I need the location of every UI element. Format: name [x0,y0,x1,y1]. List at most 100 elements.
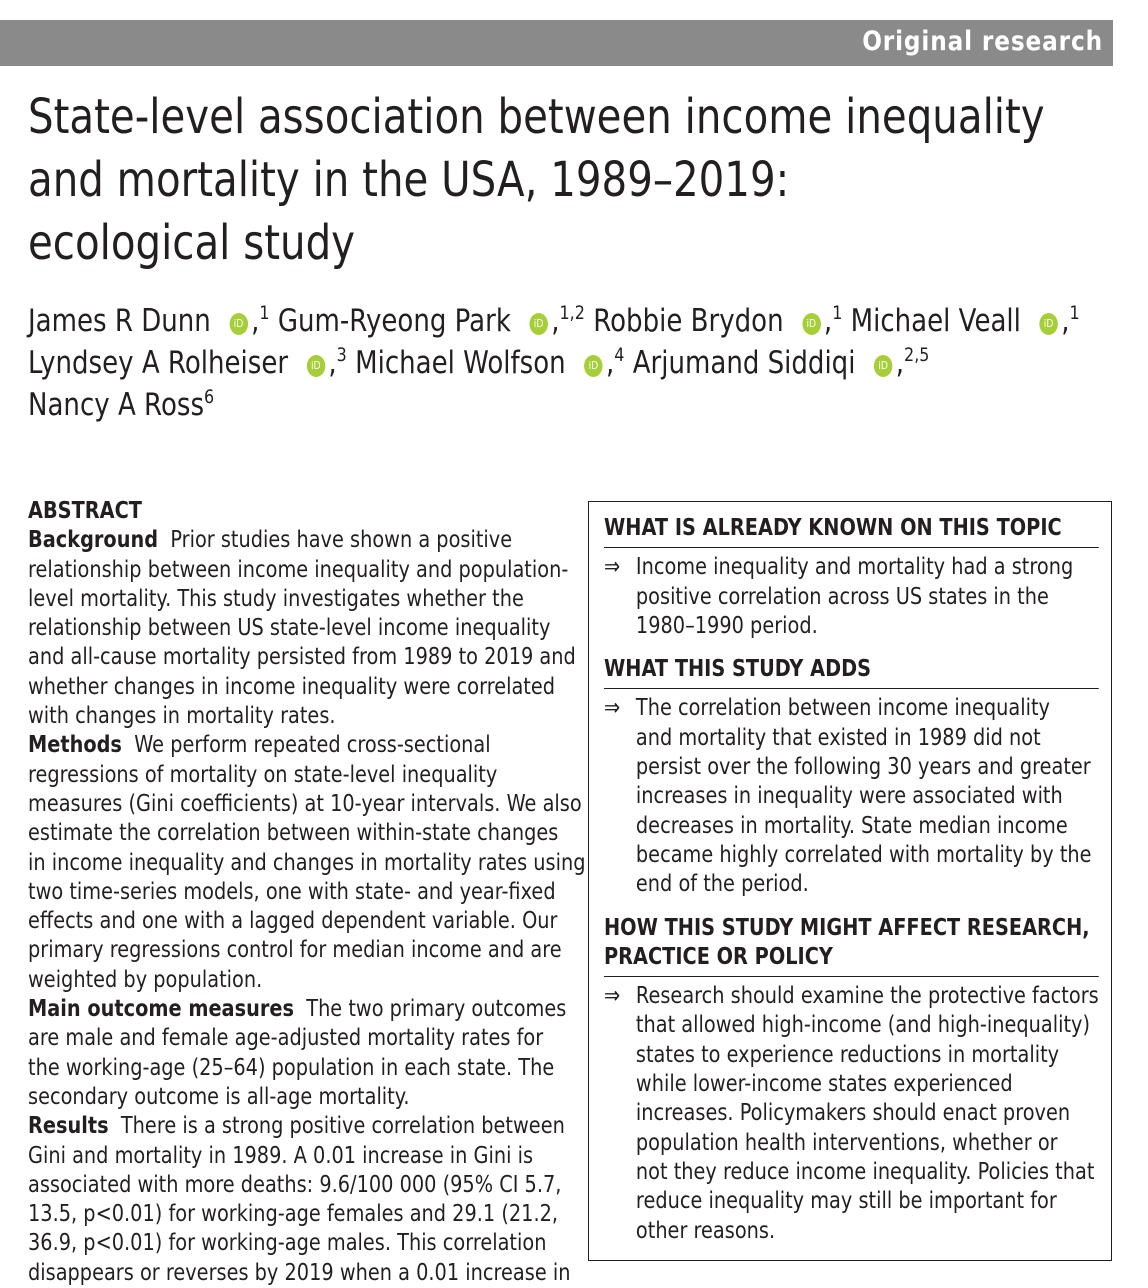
key-messages-content: WHAT IS ALREADY KNOWN ON THIS TOPIC ⇒ In… [604,514,1100,1260]
author-name[interactable]: Arjumand Siddiqi [632,345,856,381]
key-message-heading: WHAT THIS STUDY ADDS [604,655,1099,690]
author-affiliation: 1 [259,302,270,324]
author-affiliation: 2,5 [904,344,930,366]
heading-line: HOW THIS STUDY MIGHT AFFECT RESEARCH, [604,914,1090,941]
bullet-line: persist over the following 30 years and … [635,754,1091,781]
double-arrow-icon: ⇒ [604,983,621,1010]
author-name[interactable]: Nancy A Ross [28,387,205,423]
bullet-line: 1980–1990 period. [635,612,818,639]
abstract-section-label: Results [28,1113,109,1140]
abstract-line: secondary outcome is all-age mortality. [28,1083,410,1110]
section-label: Original research [862,26,1103,57]
author-line: Lyndsey A Rolheiser iD ,3 Michael Wolfson i… [28,344,930,381]
bullet-line: while lower-income states experienced [635,1071,1013,1098]
abstract-section-label: Background [28,527,159,554]
abstract-line: two time-series models, one with state- … [28,878,556,905]
abstract-line: Background Prior studies have shown a po… [28,526,549,555]
title-line: State-level association between income i… [28,89,1045,145]
bullet-line: Income inequality and mortality had a st… [635,554,1074,581]
title-line: and mortality in the USA, 1989–2019: [28,152,790,208]
abstract-line: with changes in mortality rates. [28,703,336,730]
author-affiliation: 1 [832,302,843,324]
orcid-icon[interactable]: iD [802,313,821,335]
key-messages-box: WHAT IS ALREADY KNOWN ON THIS TOPIC ⇒ In… [588,501,1112,1261]
bullet-line: reduce inequality may still be important… [635,1188,1057,1215]
abstract-line: 36.9, p<0.01) for working-age males. Thi… [28,1230,547,1257]
author-affiliation: 1 [1069,302,1080,324]
key-message-bullet: ⇒ Research should examine the protective… [604,982,1100,1246]
author-line: James R Dunn iD ,1 Gum-Ryeong Park iD ,1,2 R… [28,302,1080,339]
abstract-line: whether changes in income inequality wer… [28,673,556,700]
author-name[interactable]: James R Dunn [28,303,211,339]
abstract-line: weighted by population. [28,966,263,993]
key-message-section: WHAT THIS STUDY ADDS ⇒ The correlation b… [604,655,1100,899]
bullet-line: and mortality that existed in 1989 did n… [635,724,1041,751]
key-message-section: WHAT IS ALREADY KNOWN ON THIS TOPIC ⇒ In… [604,514,1100,641]
key-message-bullet: ⇒ The correlation between income inequal… [604,694,1100,899]
bullet-line: not they reduce income inequality. Polic… [635,1158,1095,1185]
bullet-line: became highly correlated with mortality … [635,841,1092,868]
bullet-line: states to experience reductions in morta… [635,1041,1060,1068]
abstract-line: Main outcome measures The two primary ou… [28,995,566,1024]
author-name[interactable]: Michael Veall [850,303,1021,339]
orcid-icon[interactable]: iD [1039,313,1058,335]
section-header-band: Original research [0,20,1113,66]
abstract-line: and all-cause mortality persisted from 1… [28,644,576,671]
orcid-icon[interactable]: iD [873,355,893,377]
abstract-section-label: Methods [28,732,122,759]
orcid-icon[interactable]: iD [306,355,326,377]
heading-line: WHAT THIS STUDY ADDS [604,656,872,683]
heading-line: WHAT IS ALREADY KNOWN ON THIS TOPIC [604,515,1062,541]
author-line: Nancy A Ross6 [28,384,1080,426]
abstract-line: effects and one with a lagged dependent … [28,908,558,935]
author-affiliation: 1,2 [559,302,585,324]
bullet-line: end of the period. [635,871,809,898]
key-message-bullet: ⇒ Income inequality and mortality had a … [604,553,1100,641]
abstract-line: are male and female age-adjusted mortali… [28,1025,544,1052]
author-affiliation: 4 [614,344,625,366]
bullet-line: other reasons. [635,1217,776,1244]
abstract-text: We perform repeated cross-sectional [134,732,491,759]
author-affiliation: 3 [336,344,347,366]
abstract-text: There is a strong positive correlation b… [120,1113,565,1140]
abstract-section-label: Main outcome measures [28,996,294,1023]
article-title: State-level association between income i… [28,86,1045,275]
author-name[interactable]: Lyndsey A Rolheiser [28,345,289,381]
author-name[interactable]: Gum-Ryeong Park [277,303,511,339]
author-name[interactable]: Robbie Brydon [593,303,784,339]
abstract-line: primary regressions control for median i… [28,937,562,964]
bullet-line: increases. Policymakers should enact pro… [635,1100,1071,1127]
abstract-line: the working-age (25–64) population in ea… [28,1054,555,1081]
abstract-line: associated with more deaths: 9.6/100 000… [28,1171,562,1198]
key-message-section: HOW THIS STUDY MIGHT AFFECT RESEARCH, PR… [604,914,1100,1246]
bullet-line: increases in inequality were associated … [635,783,1063,810]
bullet-line: that allowed high-income (and high-inequ… [635,1012,1091,1039]
abstract-text: The two primary outcomes [306,996,567,1023]
heading-line: PRACTICE OR POLICY [604,943,833,970]
abstract-line: measures (Gini coefficients) at 10-year … [28,790,582,817]
author-affiliation: 6 [204,386,215,408]
abstract-line: relationship between US state-level inco… [28,615,551,642]
bullet-line: decreases in mortality. State median inc… [635,812,1068,839]
abstract-line: disappears or reverses by 2019 when a 0.… [28,1259,571,1286]
abstract-line: 13.5, p<0.01) for working-age females an… [28,1201,559,1228]
key-message-heading: HOW THIS STUDY MIGHT AFFECT RESEARCH, PR… [604,914,1099,978]
orcid-icon[interactable]: iD [529,313,548,335]
author-name[interactable]: Michael Wolfson [355,345,566,381]
title-line: ecological study [28,215,356,271]
abstract-line: Gini and mortality in 1989. A 0.01 incre… [28,1142,534,1169]
bullet-line: population health interventions, whether… [635,1129,1058,1156]
key-message-heading: WHAT IS ALREADY KNOWN ON THIS TOPIC [604,514,1099,549]
double-arrow-icon: ⇒ [604,695,621,722]
bullet-line: The correlation between income inequalit… [635,695,1050,722]
abstract-line: Results There is a strong positive corre… [28,1112,565,1141]
orcid-icon[interactable]: iD [584,355,603,377]
abstract-text: Prior studies have shown a positive [170,527,513,554]
abstract-line: level mortality. This study investigates… [28,585,524,612]
abstract-heading: ABSTRACT [28,498,142,524]
abstract: ABSTRACT Background Prior studies have s… [28,497,585,1288]
bullet-line: Research should examine the protective f… [635,983,1099,1010]
orcid-icon[interactable]: iD [229,313,248,335]
double-arrow-icon: ⇒ [604,554,621,581]
abstract-line: relationship between income inequality a… [28,556,569,583]
